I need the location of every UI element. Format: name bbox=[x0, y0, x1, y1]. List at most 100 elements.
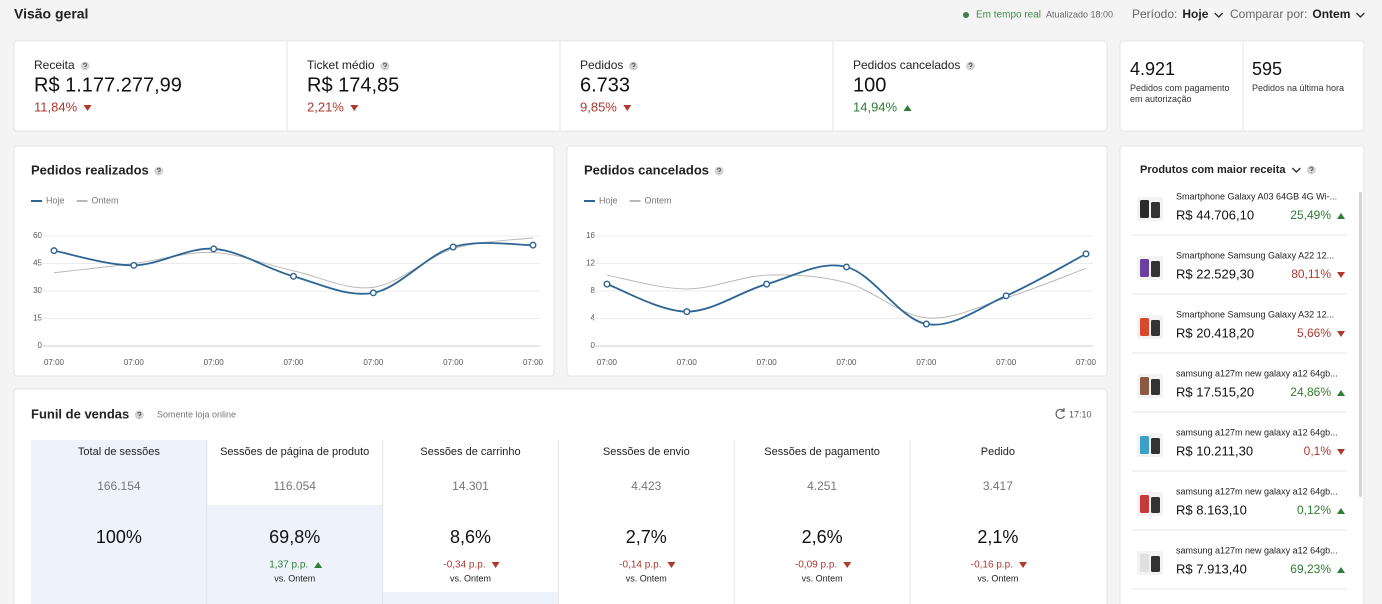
help-glyph bbox=[137, 411, 142, 418]
point bbox=[843, 263, 851, 271]
funnel-compare: vs. Ontem bbox=[274, 573, 315, 583]
kpi-label: Pedidos bbox=[580, 58, 623, 72]
side-kpi-value: 4.921 bbox=[1130, 59, 1175, 79]
kpi-label: Ticket médio bbox=[307, 58, 375, 72]
chevron[interactable] bbox=[1355, 12, 1365, 18]
funnel-highlight bbox=[206, 505, 383, 604]
trend-arrow bbox=[1337, 331, 1345, 337]
trend-arrow bbox=[83, 105, 92, 111]
scrollbar[interactable] bbox=[1359, 192, 1362, 497]
point bbox=[763, 280, 771, 288]
status-dot bbox=[963, 12, 969, 18]
products-title: Produtos com maior receita bbox=[1140, 164, 1286, 176]
side-kpi-value: 595 bbox=[1252, 59, 1282, 79]
product-thumb-phone bbox=[1140, 436, 1149, 454]
product-name: Smartphone Samsung Galaxy A32 12... bbox=[1176, 309, 1334, 319]
trend-arrow bbox=[1019, 562, 1028, 568]
product-name: samsung a127m new galaxy a12 64gb... bbox=[1176, 427, 1338, 437]
product-value: R$ 8.163,10 bbox=[1176, 502, 1247, 517]
product-name: samsung a127m new galaxy a12 64gb... bbox=[1176, 486, 1338, 496]
funnel-share: 69,8% bbox=[269, 527, 320, 547]
trend-arrow bbox=[491, 562, 500, 568]
x-tick-label: 07:00 bbox=[44, 358, 65, 367]
kpi-value: R$ 1.177.277,99 bbox=[34, 74, 182, 96]
chevron[interactable] bbox=[1291, 167, 1301, 173]
point bbox=[1082, 250, 1090, 258]
updated: Atualizado 18:00 bbox=[1046, 9, 1113, 19]
product-value: R$ 17.515,20 bbox=[1176, 384, 1254, 399]
trend-arrow bbox=[623, 105, 632, 111]
point bbox=[683, 308, 691, 316]
product-change: 0,12% bbox=[1297, 503, 1331, 517]
x-tick-label: 07:00 bbox=[677, 358, 698, 367]
product-thumb-phone bbox=[1151, 202, 1160, 218]
x-tick-label: 07:00 bbox=[443, 358, 464, 367]
funnel-compare: vs. Ontem bbox=[450, 573, 491, 583]
trend-arrow bbox=[843, 562, 852, 568]
product-change: 69,23% bbox=[1290, 562, 1331, 576]
y-tick-label: 30 bbox=[33, 286, 42, 295]
trend-arrow bbox=[1337, 508, 1345, 514]
funnel-header: Sessões de envio bbox=[603, 446, 690, 458]
funnel-change: -0,34 p.p. bbox=[443, 560, 485, 571]
product-value: R$ 22.529,30 bbox=[1176, 266, 1254, 281]
kpi-change: 9,85% bbox=[580, 99, 617, 114]
funnel-title: Funil de vendas bbox=[31, 406, 129, 421]
funnel-header: Sessões de página de produto bbox=[220, 446, 369, 458]
status: Em tempo real bbox=[976, 10, 1041, 21]
product-value: R$ 20.418,20 bbox=[1176, 325, 1254, 340]
funnel-change: -0,16 p.p. bbox=[971, 560, 1013, 571]
product-thumb-phone bbox=[1151, 320, 1160, 336]
side-kpi-card bbox=[1119, 40, 1365, 132]
product-thumb-phone bbox=[1151, 497, 1160, 513]
point bbox=[529, 241, 537, 249]
product-thumb-phone bbox=[1151, 379, 1160, 395]
compare-value: Ontem bbox=[1312, 7, 1350, 21]
funnel-share: 100% bbox=[96, 527, 142, 547]
product-name: Smartphone Galaxy A03 64GB 4G Wi-... bbox=[1176, 191, 1337, 201]
funnel-count: 14.301 bbox=[452, 479, 489, 493]
product-thumb-phone bbox=[1140, 318, 1149, 336]
trend-arrow bbox=[1337, 213, 1345, 219]
period-value: Hoje bbox=[1182, 7, 1208, 21]
funnel-note: Somente loja online bbox=[157, 409, 236, 419]
funnel-count: 166.154 bbox=[97, 479, 141, 493]
legend-label: Hoje bbox=[46, 195, 65, 205]
x-tick-label: 07:00 bbox=[204, 358, 225, 367]
trend-arrow bbox=[1337, 272, 1345, 278]
y-tick-label: 45 bbox=[33, 259, 42, 268]
funnel-change: -0,14 p.p. bbox=[619, 560, 661, 571]
help-glyph bbox=[382, 62, 387, 69]
kpi-change: 11,84% bbox=[34, 99, 78, 114]
legend-label: Hoje bbox=[599, 195, 618, 205]
side-kpi-label: Pedidos na última hora bbox=[1252, 83, 1345, 93]
trend-arrow bbox=[350, 105, 359, 111]
x-tick-label: 07:00 bbox=[996, 358, 1017, 367]
chevron[interactable] bbox=[1214, 12, 1224, 18]
funnel-compare: vs. Ontem bbox=[626, 573, 667, 583]
point bbox=[1002, 292, 1010, 300]
point bbox=[922, 320, 930, 328]
product-thumb-phone bbox=[1151, 261, 1160, 277]
y-tick-label: 12 bbox=[586, 259, 595, 268]
x-tick-label: 07:00 bbox=[283, 358, 304, 367]
products-card bbox=[1119, 145, 1365, 604]
refresh-icon[interactable] bbox=[1055, 408, 1065, 419]
help-glyph bbox=[83, 62, 87, 69]
side-kpi-label-box: Pedidos na última hora bbox=[1252, 83, 1345, 93]
funnel-share: 2,1% bbox=[977, 527, 1018, 547]
chart-card bbox=[566, 145, 1108, 377]
y-tick-label: 16 bbox=[586, 231, 595, 240]
product-name: samsung a127m new galaxy a12 64gb... bbox=[1176, 545, 1338, 555]
product-thumb-phone bbox=[1151, 438, 1160, 454]
funnel-header: Sessões de carrinho bbox=[420, 446, 520, 458]
point bbox=[449, 243, 457, 251]
point bbox=[290, 272, 298, 280]
product-value: R$ 10.211,30 bbox=[1176, 443, 1253, 458]
x-tick-label: 07:00 bbox=[124, 358, 145, 367]
point bbox=[130, 261, 138, 269]
help-glyph bbox=[156, 167, 161, 174]
product-value: R$ 7.913,40 bbox=[1176, 561, 1247, 576]
y-tick-label: 15 bbox=[33, 314, 42, 323]
